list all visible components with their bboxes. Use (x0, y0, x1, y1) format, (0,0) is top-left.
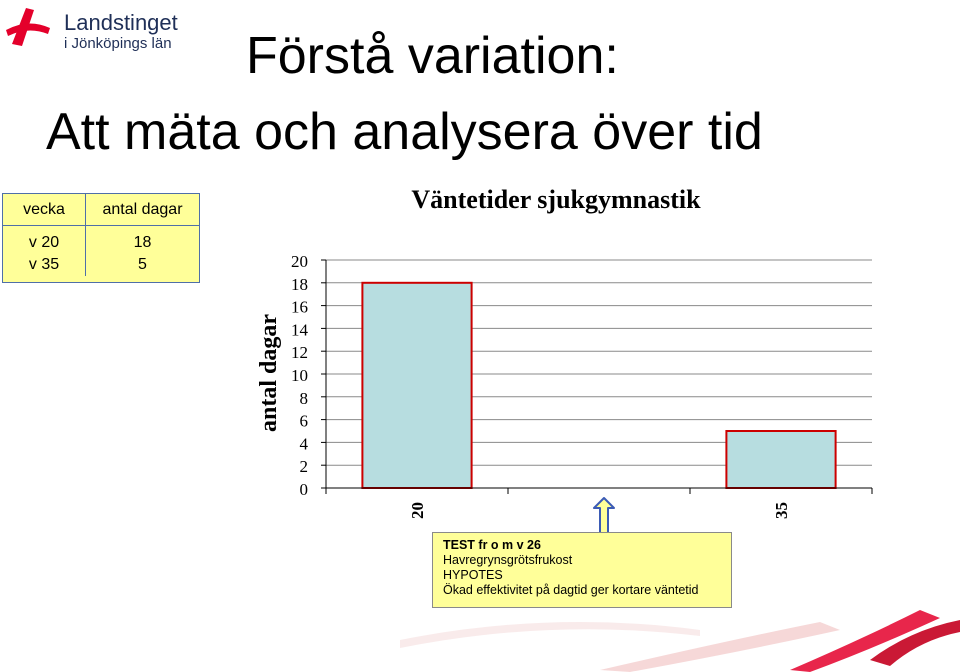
y-tick-label: 20 (291, 252, 308, 271)
y-tick-label: 8 (300, 389, 309, 408)
x-axis (325, 487, 873, 494)
y-axis-label: antal dagar (256, 314, 282, 432)
page-title-line2: Att mäta och analysera över tid (46, 103, 763, 161)
callout-line-effect: Ökad effektivitet på dagtid ger kortare … (443, 583, 699, 597)
page-title-line1: Förstå variation: (246, 27, 619, 85)
table-header-row: vecka antal dagar (3, 194, 199, 226)
callout-line-test: TEST fr o m v 26 (443, 538, 541, 552)
y-tick-label: 0 (300, 480, 309, 499)
x-axis-labels: 20 35 (408, 502, 791, 519)
y-axis-ticks: 0 2 4 6 8 10 12 14 16 18 20 (291, 252, 327, 499)
logo-name: Landstinget (64, 10, 178, 35)
y-tick-label: 4 (300, 434, 309, 453)
ribbon-logo-icon (6, 8, 50, 46)
x-tick-label: 20 (408, 502, 427, 519)
y-tick-label: 18 (291, 275, 308, 294)
y-tick-label: 2 (300, 457, 309, 476)
hypothesis-callout: TEST fr o m v 26 Havregrynsgrötsfrukost … (432, 532, 732, 608)
callout-line-hypothesis: HYPOTES (443, 568, 503, 582)
table-cell: 18 (133, 234, 152, 251)
y-tick-label: 6 (300, 412, 309, 431)
bar (361, 281, 473, 489)
data-table-frame: vecka antal dagar v 20 18 v 35 5 (2, 193, 200, 283)
chart-bars (361, 281, 837, 489)
table-cell: v 35 (3, 254, 86, 276)
callout-line-breakfast: Havregrynsgrötsfrukost (443, 553, 573, 567)
table-header-cell: vecka (3, 194, 86, 226)
y-tick-label: 16 (291, 298, 308, 317)
x-tick-label: 35 (772, 502, 791, 519)
bar-chart: Väntetider sjukgymnastik antal dagar 0 2 4… (256, 185, 873, 519)
table-row: v 20 18 (3, 225, 199, 254)
y-tick-label: 12 (291, 343, 308, 362)
table-cell: 5 (138, 256, 147, 273)
table-header-cell: antal dagar (85, 194, 199, 226)
y-tick-label: 10 (291, 366, 308, 385)
bar (725, 430, 837, 489)
y-tick-label: 14 (291, 320, 309, 339)
logo-subname: i Jönköpings län (64, 35, 172, 52)
logo: Landstinget i Jönköpings län (4, 4, 204, 52)
chart-title: Väntetider sjukgymnastik (411, 185, 701, 214)
table-row: v 35 5 (3, 254, 199, 276)
table-cell: v 20 (3, 225, 86, 254)
decorative-ribbon (400, 610, 960, 672)
data-table: vecka antal dagar v 20 18 v 35 5 (3, 194, 199, 276)
